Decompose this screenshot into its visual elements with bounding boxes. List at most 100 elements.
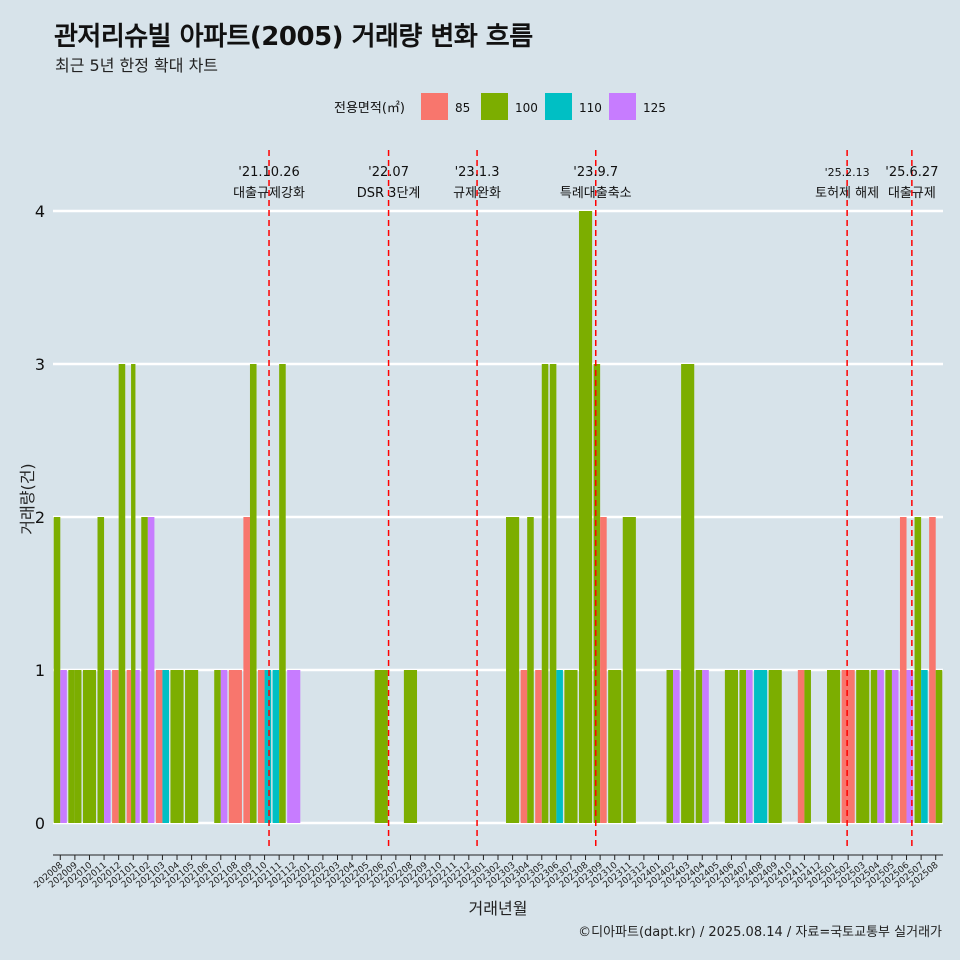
bar-202504-125 (877, 670, 884, 823)
bar-202402-100 (666, 670, 674, 823)
legend-label-110: 110 (579, 101, 602, 115)
bar-202308-100 (578, 211, 593, 823)
bar-202407-100 (739, 670, 747, 823)
event-date-label: '21.10.26 (238, 165, 299, 180)
bar-202108-85 (228, 670, 242, 823)
y-axis: 0 1 2 3 4 거래량(건) (18, 202, 45, 833)
bar-202104-100 (170, 670, 184, 823)
bar-202506-125 (906, 670, 914, 823)
bar-202506-85 (899, 517, 907, 823)
y-tick-label: 3 (35, 355, 45, 374)
bar-202505-125 (891, 670, 899, 823)
chart-subtitle: 최근 5년 한정 확대 차트 (55, 56, 219, 75)
event-date-label: '23.9.7 (573, 165, 618, 180)
bar-202011-125 (104, 670, 111, 823)
y-tick-label: 2 (35, 508, 45, 527)
bar-202109-100 (249, 364, 257, 823)
bar-202307-100 (564, 670, 578, 823)
bar-202507-110 (921, 670, 928, 823)
bar-202402-125 (673, 670, 680, 823)
bar-202208-100 (403, 670, 418, 823)
bar-202009-100 (68, 670, 75, 823)
x-axis-label: 거래년월 (469, 899, 528, 918)
bar-202112-125 (287, 670, 301, 823)
bar-202309-100 (593, 364, 601, 823)
bar-202101-125 (135, 670, 140, 823)
bar-202505-100 (885, 670, 892, 823)
bar-202407-125 (746, 670, 753, 823)
bar-202504-100 (870, 670, 878, 823)
bar-202310-100 (608, 670, 622, 823)
bar-202102-125 (147, 517, 155, 823)
bar-202508-85 (929, 517, 936, 823)
event-name-label: 특례대출축소 (560, 186, 632, 201)
event-name-label: 규제완화 (453, 186, 501, 201)
bar-202101-100 (131, 364, 136, 823)
bar-202311-100 (622, 517, 636, 823)
bar-202102-100 (141, 517, 148, 823)
bar-202008-100 (53, 517, 61, 823)
bar-202109-85 (243, 517, 250, 823)
chart-caption: ©디아파트(dapt.kr) / 2025.08.14 / 자료=국토교통부 실… (578, 925, 942, 940)
x-axis: 2020082020092020102020112020122021012021… (32, 854, 943, 918)
bar-202008-125 (60, 670, 67, 823)
bar-202012-100 (118, 364, 126, 823)
y-tick-label: 0 (35, 814, 45, 833)
y-axis-label: 거래량(건) (18, 463, 37, 534)
legend-swatch-125 (609, 93, 636, 120)
bar-202009-100 (74, 670, 82, 823)
bar-202411-85 (797, 670, 805, 823)
bar-202012-85 (112, 670, 119, 823)
bar-202103-110 (162, 670, 169, 823)
bar-202409-100 (768, 670, 782, 823)
bar-202304-85 (520, 670, 528, 823)
legend-swatch-110 (545, 93, 572, 120)
grid-lines (53, 209, 943, 825)
legend-label-100: 100 (515, 101, 538, 115)
y-tick-label: 1 (35, 661, 45, 680)
event-lines: '21.10.26 대출규제강화 '22.07 DSR 3단계 '23.1.3 규제완화 '… (233, 150, 938, 848)
bar-202206-100 (374, 670, 388, 823)
y-tick-label: 4 (35, 202, 45, 221)
bar-202309-85 (600, 517, 607, 823)
event-date-label: '22.07 (368, 165, 409, 180)
bar-202110-110 (264, 670, 272, 823)
bar-202105-100 (185, 670, 199, 823)
bar-202507-100 (914, 517, 922, 823)
bar-202103-85 (155, 670, 163, 823)
bar-202305-100 (541, 364, 549, 823)
legend-swatch-100 (481, 93, 508, 120)
legend-label-125: 125 (643, 101, 666, 115)
bar-202304-100 (527, 517, 534, 823)
bar-202110-85 (257, 670, 265, 823)
bar-202502-85 (841, 670, 855, 823)
event-date-label: '23.1.3 (455, 165, 500, 180)
legend-label-85: 85 (455, 101, 470, 115)
bar-202508-100 (935, 670, 943, 823)
bar-202406-100 (724, 670, 739, 823)
bar-202107-100 (214, 670, 221, 823)
bar-202306-100 (549, 364, 557, 823)
bar-202306-110 (556, 670, 563, 823)
bar-202501-100 (827, 670, 841, 823)
bar-202404-100 (695, 670, 703, 823)
legend-swatch-85 (421, 93, 448, 120)
bar-202303-100 (506, 517, 520, 823)
event-name-label: DSR 3단계 (357, 186, 421, 201)
bar-202101-85 (126, 670, 132, 823)
bar-202305-85 (535, 670, 542, 823)
bar-202111-110 (272, 670, 280, 823)
bars (53, 211, 943, 823)
bar-202111-100 (279, 364, 286, 823)
event-date-label: '25.6.27 (885, 165, 938, 180)
legend: 전용면적(㎡) 85 100 110 125 (334, 93, 666, 120)
bar-202403-100 (681, 364, 695, 823)
event-name-label: 토허제 해제 (815, 186, 879, 201)
event-name-label: 대출규제 (888, 186, 936, 201)
bar-202503-100 (856, 670, 870, 823)
bar-202408-110 (754, 670, 768, 823)
bar-202411-100 (804, 670, 811, 823)
legend-title: 전용면적(㎡) (334, 101, 405, 116)
event-name-label: 대출규제강화 (233, 186, 305, 201)
